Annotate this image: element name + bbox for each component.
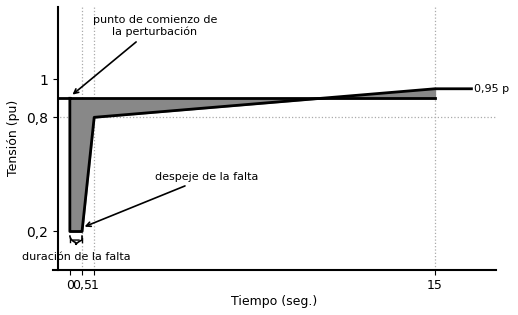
Y-axis label: Tensión (pu): Tensión (pu)	[7, 100, 20, 176]
Text: punto de comienzo de
la perturbación: punto de comienzo de la perturbación	[74, 15, 217, 94]
Text: despeje de la falta: despeje de la falta	[87, 172, 258, 226]
X-axis label: Tiempo (seg.): Tiempo (seg.)	[231, 295, 318, 308]
Text: 0,95 p: 0,95 p	[474, 84, 509, 94]
Text: duración de la falta: duración de la falta	[22, 252, 130, 262]
